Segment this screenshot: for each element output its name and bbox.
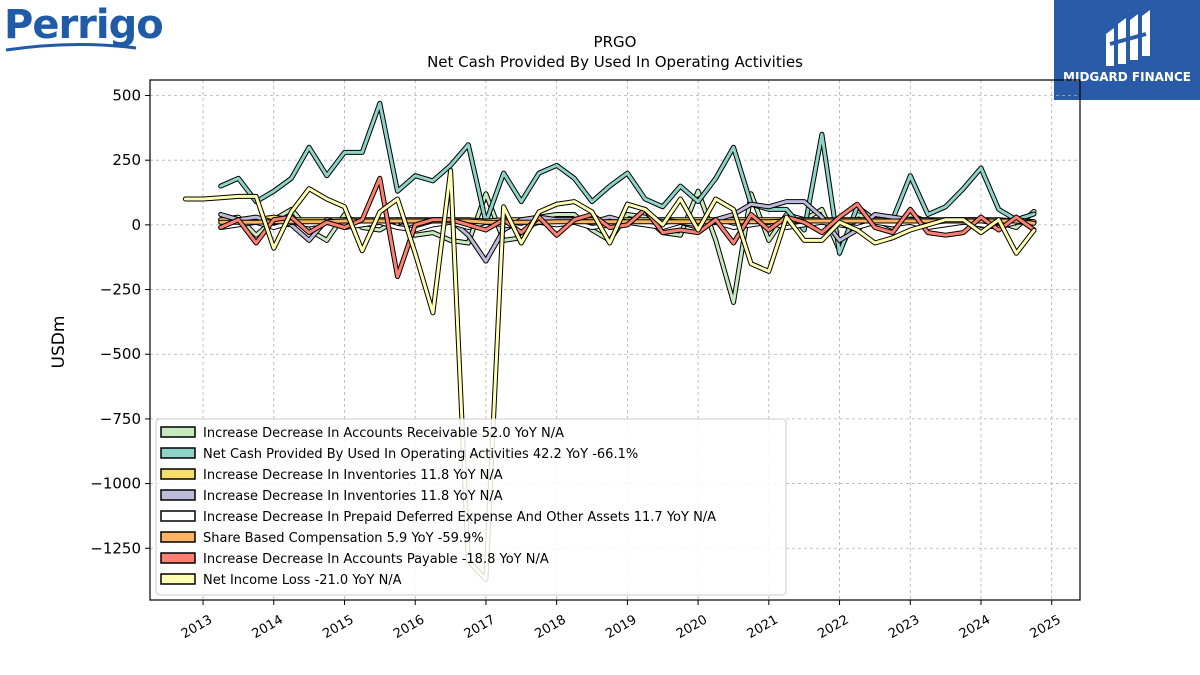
y-axis: 500 250 0 −250 −500 −750 −1000 −1250 bbox=[90, 87, 150, 557]
legend-box bbox=[155, 418, 787, 596]
midgard-emblem-icon bbox=[1106, 10, 1150, 66]
y-tick-label: −250 bbox=[100, 281, 141, 299]
legend-label: Net Income Loss -21.0 YoY N/A bbox=[203, 573, 402, 588]
y-axis-label: USDm bbox=[49, 316, 69, 369]
y-tick-label: −750 bbox=[100, 410, 141, 428]
y-tick-label: −1000 bbox=[90, 475, 141, 493]
series-line-7 bbox=[183, 169, 1036, 581]
legend-swatch bbox=[160, 489, 196, 501]
legend-label: Share Based Compensation 5.9 YoY -59.9% bbox=[203, 531, 484, 546]
legend-swatch bbox=[160, 573, 196, 585]
series-line-1 bbox=[219, 101, 1036, 255]
x-tick-label: 2013 bbox=[179, 612, 215, 642]
series-layer bbox=[182, 100, 1037, 582]
x-tick-label: 2024 bbox=[957, 612, 993, 642]
y-tick-label: −500 bbox=[100, 345, 141, 363]
legend-swatch bbox=[160, 510, 196, 522]
legend-label: Net Cash Provided By Used In Operating A… bbox=[203, 447, 638, 462]
legend-swatch bbox=[160, 552, 196, 564]
chart-title: PRGO bbox=[594, 33, 637, 51]
legend-swatch bbox=[160, 426, 196, 438]
x-axis: 2013 2014 2015 2016 2017 2018 2019 2020 2021 2022… bbox=[179, 600, 1064, 642]
y-tick-label: 250 bbox=[112, 151, 141, 169]
x-tick-label: 2025 bbox=[1028, 612, 1064, 642]
midgard-logo-text: MIDGARD FINANCE bbox=[1063, 70, 1191, 84]
legend-swatch bbox=[160, 447, 196, 459]
x-tick-label: 2018 bbox=[532, 612, 568, 642]
x-tick-label: 2016 bbox=[391, 612, 427, 642]
legend: Increase Decrease In Accounts Receivable… bbox=[155, 418, 787, 596]
x-tick-label: 2022 bbox=[815, 612, 851, 642]
x-tick-label: 2020 bbox=[674, 612, 710, 642]
y-tick-label: 500 bbox=[112, 87, 141, 105]
series-line-6 bbox=[219, 176, 1036, 279]
y-tick-label: −1250 bbox=[90, 539, 141, 557]
x-tick-label: 2014 bbox=[250, 612, 286, 642]
legend-swatch bbox=[160, 468, 196, 480]
x-tick-label: 2019 bbox=[603, 612, 639, 642]
x-tick-label: 2021 bbox=[745, 612, 781, 642]
midgard-finance-logo: MIDGARD FINANCE bbox=[1054, 0, 1200, 100]
legend-swatch bbox=[160, 531, 196, 543]
perrigo-logo-text: Perrigo bbox=[4, 2, 164, 48]
legend-label: Increase Decrease In Inventories 11.8 Yo… bbox=[203, 489, 503, 504]
x-tick-label: 2017 bbox=[462, 612, 498, 642]
legend-label: Increase Decrease In Inventories 11.8 Yo… bbox=[203, 468, 503, 483]
legend-label: Increase Decrease In Accounts Receivable… bbox=[203, 426, 564, 441]
y-tick-label: 0 bbox=[131, 216, 141, 234]
legend-label: Increase Decrease In Prepaid Deferred Ex… bbox=[203, 510, 716, 525]
x-tick-label: 2015 bbox=[320, 612, 356, 642]
chart-subtitle: Net Cash Provided By Used In Operating A… bbox=[427, 53, 803, 71]
perrigo-logo: Perrigo bbox=[4, 2, 164, 58]
plot-frame bbox=[149, 79, 1081, 601]
perrigo-swoosh-icon bbox=[5, 42, 137, 52]
legend-label: Increase Decrease In Accounts Payable -1… bbox=[203, 552, 549, 567]
x-tick-label: 2023 bbox=[886, 612, 922, 642]
